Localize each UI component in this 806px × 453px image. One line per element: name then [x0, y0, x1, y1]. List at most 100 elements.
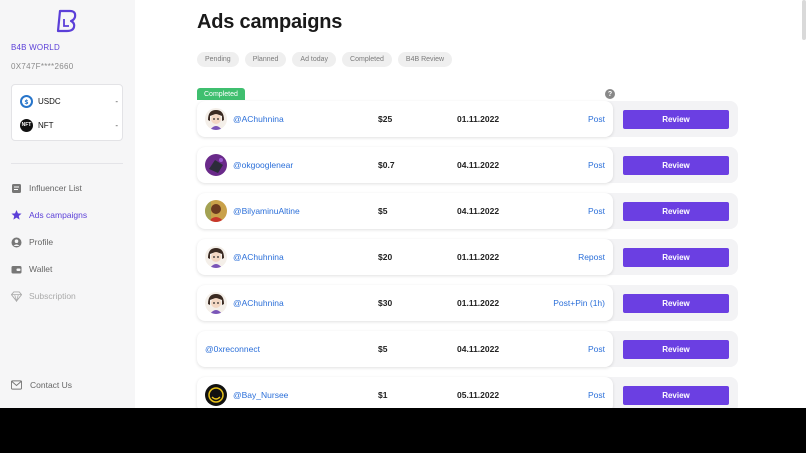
mail-icon — [11, 380, 22, 391]
campaign-amount: $25 — [378, 114, 393, 124]
brand-name: B4B WORLD — [11, 43, 60, 52]
scrollbar[interactable] — [802, 0, 806, 40]
campaign-row: @okgooglenear $0.7 04.11.2022 Post Revie… — [197, 147, 738, 183]
influencer-handle[interactable]: @BilyaminuAltine — [233, 206, 300, 216]
review-button[interactable]: Review — [623, 156, 729, 175]
campaign-date: 05.11.2022 — [457, 390, 500, 400]
help-icon[interactable]: ? — [605, 89, 615, 99]
campaign-row: @BilyaminuAltine $5 04.11.2022 Post Revi… — [197, 193, 738, 229]
asset-name: USDC — [38, 96, 61, 106]
campaign-row: @AChuhnina $25 01.11.2022 Post Review — [197, 101, 738, 137]
review-button[interactable]: Review — [623, 110, 729, 129]
sidebar: B4B WORLD 0X747F****2660 $ USDC - NFT NF… — [0, 0, 135, 408]
campaign-card: @AChuhnina $30 01.11.2022 Post+Pin (1h) — [197, 285, 613, 321]
nft-icon: NFT — [20, 118, 33, 132]
user-icon — [11, 237, 22, 248]
campaign-amount: $1 — [378, 390, 388, 400]
avatar — [205, 200, 227, 222]
asset-value: - — [115, 96, 118, 106]
campaign-type[interactable]: Post — [587, 390, 605, 400]
influencer-handle[interactable]: @0xreconnect — [205, 344, 260, 354]
influencer-handle[interactable]: @AChuhnina — [233, 298, 284, 308]
nav-label: Contact Us — [30, 380, 73, 390]
wallet-address[interactable]: 0X747F****2660 — [11, 62, 74, 71]
diamond-icon — [11, 290, 22, 302]
campaign-date: 04.11.2022 — [457, 160, 500, 170]
nav-subscription[interactable]: Subscription — [11, 289, 76, 303]
filter-completed[interactable]: Completed — [342, 52, 392, 67]
influencer-handle[interactable]: @Bay_Nursee — [233, 390, 289, 400]
avatar — [205, 384, 227, 406]
campaign-date: 04.11.2022 — [457, 206, 500, 216]
filter-pending[interactable]: Pending — [197, 52, 239, 67]
campaign-amount: $20 — [378, 252, 393, 262]
campaign-type[interactable]: Post+Pin (1h) — [553, 298, 605, 308]
campaign-type[interactable]: Post — [587, 114, 605, 124]
wallet-balances: $ USDC - NFT NFT - — [11, 84, 123, 141]
campaign-date: 01.11.2022 — [457, 252, 500, 262]
nav-label: Wallet — [29, 264, 53, 274]
campaign-amount: $30 — [378, 298, 393, 308]
campaign-card: @0xreconnect $5 04.11.2022 Post — [197, 331, 613, 367]
filter-planned[interactable]: Planned — [244, 52, 287, 67]
review-button[interactable]: Review — [623, 386, 729, 405]
nav-label: Subscription — [29, 291, 76, 301]
nav-wallet[interactable]: Wallet — [11, 262, 52, 276]
campaign-type[interactable]: Post — [587, 160, 605, 170]
review-button[interactable]: Review — [623, 340, 729, 359]
avatar — [205, 292, 227, 314]
completed-section-tag: Completed — [197, 88, 245, 100]
campaign-type[interactable]: Post — [587, 206, 605, 216]
star-icon — [11, 209, 22, 221]
campaign-type[interactable]: Post — [587, 344, 605, 354]
review-button[interactable]: Review — [623, 202, 729, 221]
filter-tabs: Pending Planned Ad today Completed B4B R… — [197, 52, 453, 67]
nav-label: Influencer List — [29, 183, 82, 193]
campaign-date: 04.11.2022 — [457, 344, 500, 354]
campaign-date: 01.11.2022 — [457, 114, 500, 124]
influencer-handle[interactable]: @okgooglenear — [233, 160, 294, 170]
campaign-amount: $0.7 — [378, 160, 395, 170]
campaign-type[interactable]: Repost — [578, 252, 605, 262]
influencer-handle[interactable]: @AChuhnina — [233, 114, 284, 124]
review-button[interactable]: Review — [623, 248, 729, 267]
nav-contact-us[interactable]: Contact Us — [11, 378, 72, 392]
filter-b4b-review[interactable]: B4B Review — [397, 52, 453, 67]
campaign-row: @AChuhnina $20 01.11.2022 Repost Review — [197, 239, 738, 275]
campaign-card: @AChuhnina $25 01.11.2022 Post — [197, 101, 613, 137]
campaign-row: @AChuhnina $30 01.11.2022 Post+Pin (1h) … — [197, 285, 738, 321]
wallet-asset-nft: NFT NFT - — [20, 117, 118, 133]
avatar — [205, 246, 227, 268]
nav-ads-campaigns[interactable]: Ads campaigns — [11, 208, 87, 222]
nav-label: Profile — [29, 237, 54, 247]
review-button[interactable]: Review — [623, 294, 729, 313]
nav-profile[interactable]: Profile — [11, 235, 53, 249]
influencer-handle[interactable]: @AChuhnina — [233, 252, 284, 262]
b4b-logo[interactable] — [55, 9, 79, 33]
asset-name: NFT — [38, 120, 54, 130]
svg-text:$: $ — [24, 99, 28, 105]
page-title: Ads campaigns — [197, 11, 343, 33]
campaign-card: @AChuhnina $20 01.11.2022 Repost — [197, 239, 613, 275]
campaign-amount: $5 — [378, 344, 388, 354]
campaign-card: @okgooglenear $0.7 04.11.2022 Post — [197, 147, 613, 183]
nav-label: Ads campaigns — [29, 210, 88, 220]
filter-ad-today[interactable]: Ad today — [292, 52, 337, 67]
usdc-icon: $ — [20, 94, 33, 108]
sidebar-divider — [11, 163, 123, 164]
asset-value: - — [115, 120, 118, 130]
app-window: B4B WORLD 0X747F****2660 $ USDC - NFT NF… — [0, 0, 806, 408]
nav-influencer-list[interactable]: Influencer List — [11, 181, 82, 195]
wallet-asset-usdc: $ USDC - — [20, 93, 118, 109]
letterbox-bar — [0, 408, 806, 453]
campaign-row: @0xreconnect $5 04.11.2022 Post Review — [197, 331, 738, 367]
list-icon — [11, 183, 22, 194]
campaign-card: @Bay_Nursee $1 05.11.2022 Post — [197, 377, 613, 408]
campaign-amount: $5 — [378, 206, 388, 216]
campaign-row: @Bay_Nursee $1 05.11.2022 Post Review — [197, 377, 738, 408]
avatar — [205, 154, 227, 176]
wallet-icon — [11, 264, 22, 275]
avatar — [205, 108, 227, 130]
campaign-card: @BilyaminuAltine $5 04.11.2022 Post — [197, 193, 613, 229]
campaign-date: 01.11.2022 — [457, 298, 500, 308]
